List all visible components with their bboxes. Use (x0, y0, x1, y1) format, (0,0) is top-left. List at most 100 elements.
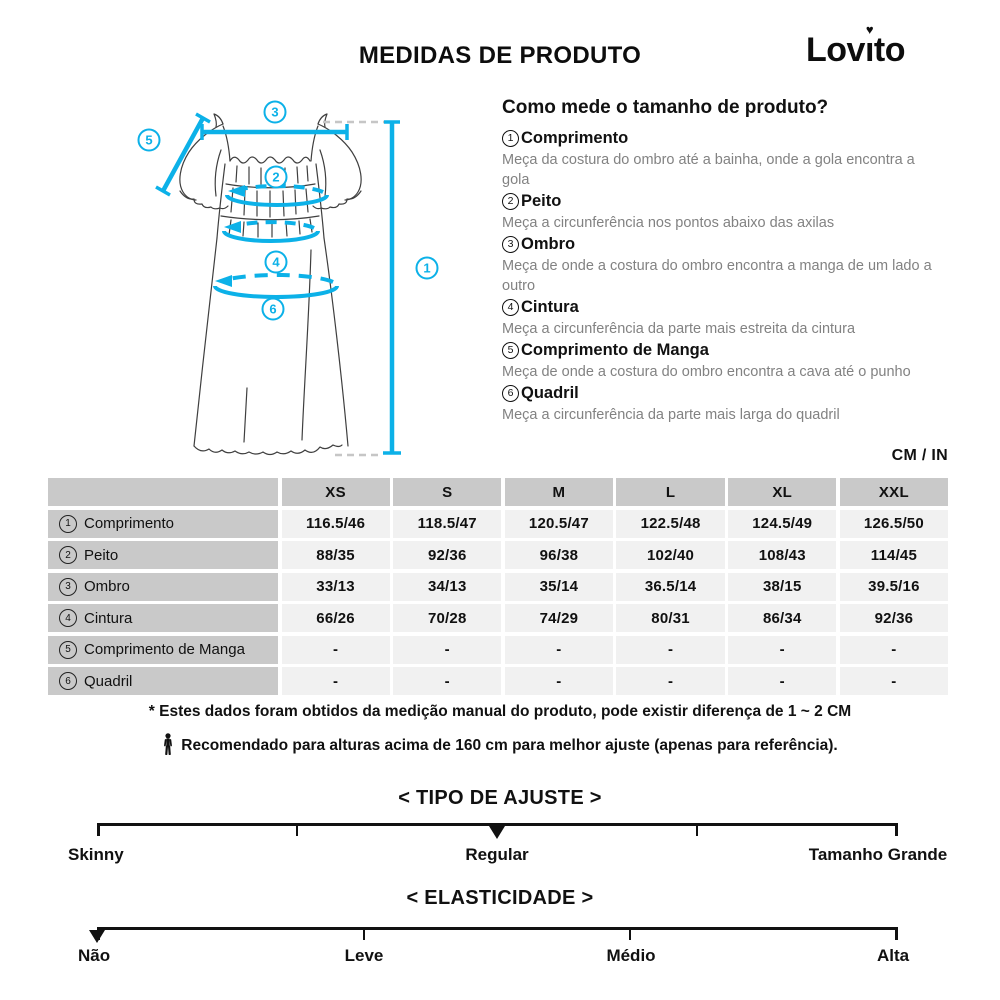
guide-item-name: Comprimento de Manga (521, 341, 709, 359)
table-value: 102/40 (616, 541, 725, 569)
guide-item-name: Quadril (521, 384, 579, 402)
person-height-icon (164, 733, 173, 756)
elasticity-label-medio: Médio (606, 946, 656, 965)
table-value: 70/28 (393, 604, 502, 632)
marker-bubbles: 1 2 3 4 5 6 (137, 100, 439, 321)
fit-label-skinny: Skinny (68, 845, 124, 864)
table-value: - (728, 635, 837, 664)
table-value: 35/14 (504, 572, 613, 601)
guide-item-name: Cintura (521, 298, 579, 316)
table-value: 120.5/47 (504, 509, 613, 538)
table-value: 38/15 (728, 572, 837, 601)
fit-scale-tick-end (895, 823, 898, 836)
circled-number: 5 (502, 342, 519, 359)
column-header-xs: XS (281, 478, 390, 506)
table-value: 118.5/47 (393, 509, 502, 538)
row-label: 2 Peito (48, 541, 278, 569)
circled-number: 6 (59, 672, 77, 690)
circled-number: 2 (502, 193, 519, 210)
page-title: MEDIDAS DE PRODUTO (358, 42, 642, 69)
row-label: 6 Quadril (48, 667, 278, 695)
guide-item-peito: 2 Peito Meça a circunferência nos pontos … (502, 190, 942, 233)
measure-guide: Como mede o tamanho de produto? 1 Comprim… (502, 97, 942, 425)
guide-item-desc: Meça da costura do ombro até a bainha, o… (502, 152, 915, 188)
guide-item-desc: Meça a circunferência nos pontos abaixo … (502, 215, 835, 231)
elasticity-scale-title: < ELASTICIDADE > (406, 887, 594, 909)
guide-item-comprimento-de-manga: 5 Comprimento de Manga Meça de onde a cos… (502, 339, 942, 382)
circled-number: 3 (502, 236, 519, 253)
column-header-xxl: XXL (839, 478, 948, 506)
table-value: - (616, 667, 725, 695)
table-value: - (281, 635, 390, 664)
marker-1: 1 (423, 261, 430, 276)
table-corner-cell (48, 478, 278, 506)
marker-6: 6 (269, 302, 276, 317)
table-value: 74/29 (504, 604, 613, 632)
lovito-logo: Lov ♥ ıto (806, 22, 906, 70)
marker-3: 3 (271, 105, 278, 120)
row-label: 5 Comprimento de Manga (48, 635, 278, 664)
table-value: 124.5/49 (728, 509, 837, 538)
circled-number: 1 (502, 130, 519, 147)
logo-text-suffix: to (873, 31, 906, 69)
table-value: 108/43 (728, 541, 837, 569)
fit-scale-title: < TIPO DE AJUSTE > (398, 787, 602, 809)
elasticity-scale-tick-33 (363, 927, 365, 940)
column-header-s: S (393, 478, 502, 506)
table-value: - (728, 667, 837, 695)
marker-4: 4 (272, 255, 280, 270)
table-value: - (616, 635, 725, 664)
table-value: - (839, 667, 948, 695)
guide-item-name: Comprimento (521, 129, 629, 147)
row-label: 3 Ombro (48, 572, 278, 601)
guide-item-ombro: 3 Ombro Meça de onde a costura do ombro e… (502, 233, 942, 296)
column-header-l: L (616, 478, 725, 506)
elasticity-label-leve: Leve (344, 946, 384, 965)
size-table: XS S M L XL XXL 1 Comprimento 116.5/46 11… (48, 478, 948, 695)
table-value: - (504, 667, 613, 695)
elasticity-label-alta: Alta (876, 946, 910, 965)
row-label: 1 Comprimento (48, 509, 278, 538)
circled-number: 2 (59, 546, 77, 564)
dress-sketch (179, 113, 362, 456)
guide-item-cintura: 4 Cintura Meça a circunferência da parte … (502, 296, 942, 339)
logo-text-prefix: Lov (806, 31, 865, 69)
table-value: 34/13 (393, 572, 502, 601)
table-value: 92/36 (393, 541, 502, 569)
table-value: 116.5/46 (281, 509, 390, 538)
guide-item-desc: Meça de onde a costura do ombro encontra… (502, 258, 932, 294)
elasticity-scale-marker-triangle (89, 930, 105, 943)
fit-scale-tick-start (97, 823, 100, 836)
table-value: 126.5/50 (839, 509, 948, 538)
table-value: 122.5/48 (616, 509, 725, 538)
fit-scale-tick-25 (296, 823, 298, 836)
table-value: 36.5/14 (616, 572, 725, 601)
guide-item-desc: Meça de onde a costura do ombro encontra… (502, 364, 911, 380)
guide-item-desc: Meça a circunferência da parte mais larg… (502, 407, 840, 423)
guide-item-quadril: 6 Quadril Meça a circunferência da parte … (502, 382, 942, 425)
guide-title: Como mede o tamanho de produto? (502, 97, 829, 118)
elasticity-scale-tick-66 (629, 927, 631, 940)
marker-5: 5 (145, 133, 152, 148)
heart-icon: ♥ (865, 22, 874, 37)
fit-scale-tick-75 (696, 823, 698, 836)
elasticity-scale-tick-end (895, 927, 898, 940)
circled-number: 4 (502, 299, 519, 316)
guide-item-name: Peito (521, 192, 562, 210)
elasticity-scale-line (97, 927, 898, 930)
table-value: - (281, 667, 390, 695)
row-label: 4 Cintura (48, 604, 278, 632)
table-value: - (504, 635, 613, 664)
table-value: 86/34 (728, 604, 837, 632)
column-header-m: M (504, 478, 613, 506)
fit-scale-line (97, 823, 898, 826)
table-value: - (393, 667, 502, 695)
height-note: Recomendado para alturas acima de 160 cm… (0, 733, 1000, 756)
unit-label: CM / IN (891, 447, 948, 464)
logo-letter-i: ♥ ı (864, 22, 874, 69)
table-value: 88/35 (281, 541, 390, 569)
fit-label-tamanho-grande: Tamanho Grande (808, 845, 948, 864)
elasticity-label-nao: Não (78, 946, 111, 965)
guide-item-desc: Meça a circunferência da parte mais estr… (502, 321, 856, 337)
table-value: 80/31 (616, 604, 725, 632)
